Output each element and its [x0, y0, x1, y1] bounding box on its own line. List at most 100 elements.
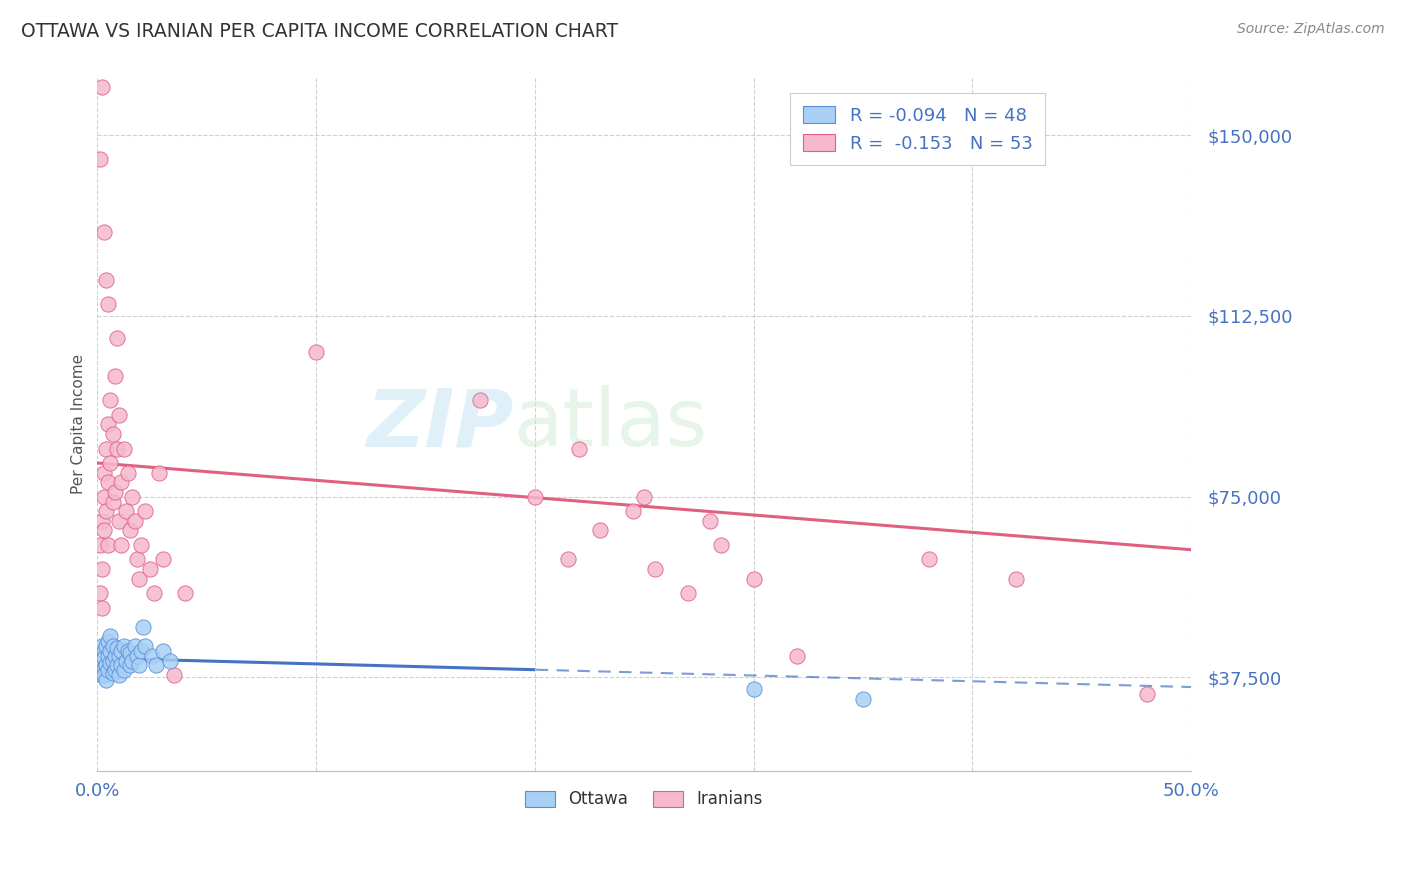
Point: [100, 456, 122, 470]
Point: [676, 586, 699, 600]
Point: [152, 552, 174, 566]
Point: [557, 552, 579, 566]
Point: [108, 668, 131, 682]
Point: [1005, 572, 1028, 586]
Point: [100, 656, 122, 670]
Legend: Ottawa, Iranians: Ottawa, Iranians: [519, 784, 770, 815]
Point: [90, 562, 112, 576]
Point: [108, 648, 131, 663]
Point: [90, 600, 112, 615]
Point: [97, 648, 120, 663]
Point: [105, 331, 128, 345]
Point: [117, 466, 139, 480]
Point: [100, 630, 122, 644]
Point: [159, 654, 181, 668]
Point: [101, 665, 124, 680]
Point: [97, 475, 120, 490]
Point: [97, 417, 120, 432]
Point: [148, 466, 170, 480]
Point: [786, 648, 808, 663]
Point: [93, 466, 115, 480]
Point: [90, 654, 112, 668]
Point: [90, 668, 112, 682]
Point: [93, 225, 115, 239]
Point: [101, 427, 124, 442]
Point: [917, 552, 939, 566]
Point: [97, 663, 120, 677]
Point: [108, 408, 131, 422]
Point: [710, 538, 733, 552]
Point: [114, 504, 136, 518]
Point: [89, 586, 111, 600]
Text: Source: ZipAtlas.com: Source: ZipAtlas.com: [1237, 22, 1385, 37]
Point: [742, 682, 765, 697]
Point: [104, 484, 127, 499]
Point: [644, 562, 666, 576]
Point: [143, 586, 166, 600]
Point: [128, 658, 150, 673]
Point: [94, 639, 117, 653]
Point: [89, 658, 111, 673]
Point: [621, 504, 644, 518]
Point: [97, 538, 120, 552]
Point: [124, 639, 146, 653]
Point: [93, 651, 115, 665]
Point: [100, 644, 122, 658]
Point: [129, 538, 152, 552]
Point: [93, 490, 115, 504]
Point: [104, 663, 127, 677]
Point: [90, 639, 112, 653]
Point: [110, 538, 132, 552]
Point: [125, 648, 148, 663]
Point: [121, 490, 143, 504]
Point: [128, 572, 150, 586]
Point: [305, 345, 328, 359]
Point: [101, 639, 124, 653]
Point: [94, 673, 117, 687]
Point: [105, 641, 128, 656]
Point: [93, 644, 115, 658]
Point: [110, 658, 132, 673]
Point: [121, 654, 143, 668]
Point: [117, 644, 139, 658]
Point: [132, 620, 155, 634]
Point: [470, 393, 492, 408]
Point: [93, 524, 115, 538]
Point: [125, 552, 148, 566]
Point: [141, 648, 163, 663]
Point: [112, 663, 135, 677]
Point: [97, 297, 120, 311]
Point: [120, 524, 142, 538]
Point: [97, 634, 120, 648]
Point: [139, 562, 162, 576]
Point: [93, 661, 115, 675]
Point: [90, 80, 112, 95]
Point: [699, 514, 721, 528]
Point: [101, 494, 124, 508]
Point: [1136, 687, 1159, 701]
Text: OTTAWA VS IRANIAN PER CAPITA INCOME CORRELATION CHART: OTTAWA VS IRANIAN PER CAPITA INCOME CORR…: [21, 22, 619, 41]
Point: [568, 442, 591, 456]
Point: [742, 572, 765, 586]
Point: [633, 490, 655, 504]
Point: [101, 654, 124, 668]
Point: [110, 475, 132, 490]
Point: [94, 442, 117, 456]
Point: [120, 658, 142, 673]
Text: atlas: atlas: [513, 385, 707, 464]
Point: [134, 504, 156, 518]
Point: [124, 514, 146, 528]
Point: [173, 586, 195, 600]
Point: [134, 639, 156, 653]
Point: [94, 504, 117, 518]
Point: [112, 639, 135, 653]
Point: [94, 273, 117, 287]
Point: [589, 524, 612, 538]
Point: [104, 369, 127, 384]
Point: [852, 692, 875, 706]
Point: [90, 514, 112, 528]
Point: [112, 442, 135, 456]
Point: [110, 644, 132, 658]
Point: [523, 490, 546, 504]
Point: [114, 654, 136, 668]
